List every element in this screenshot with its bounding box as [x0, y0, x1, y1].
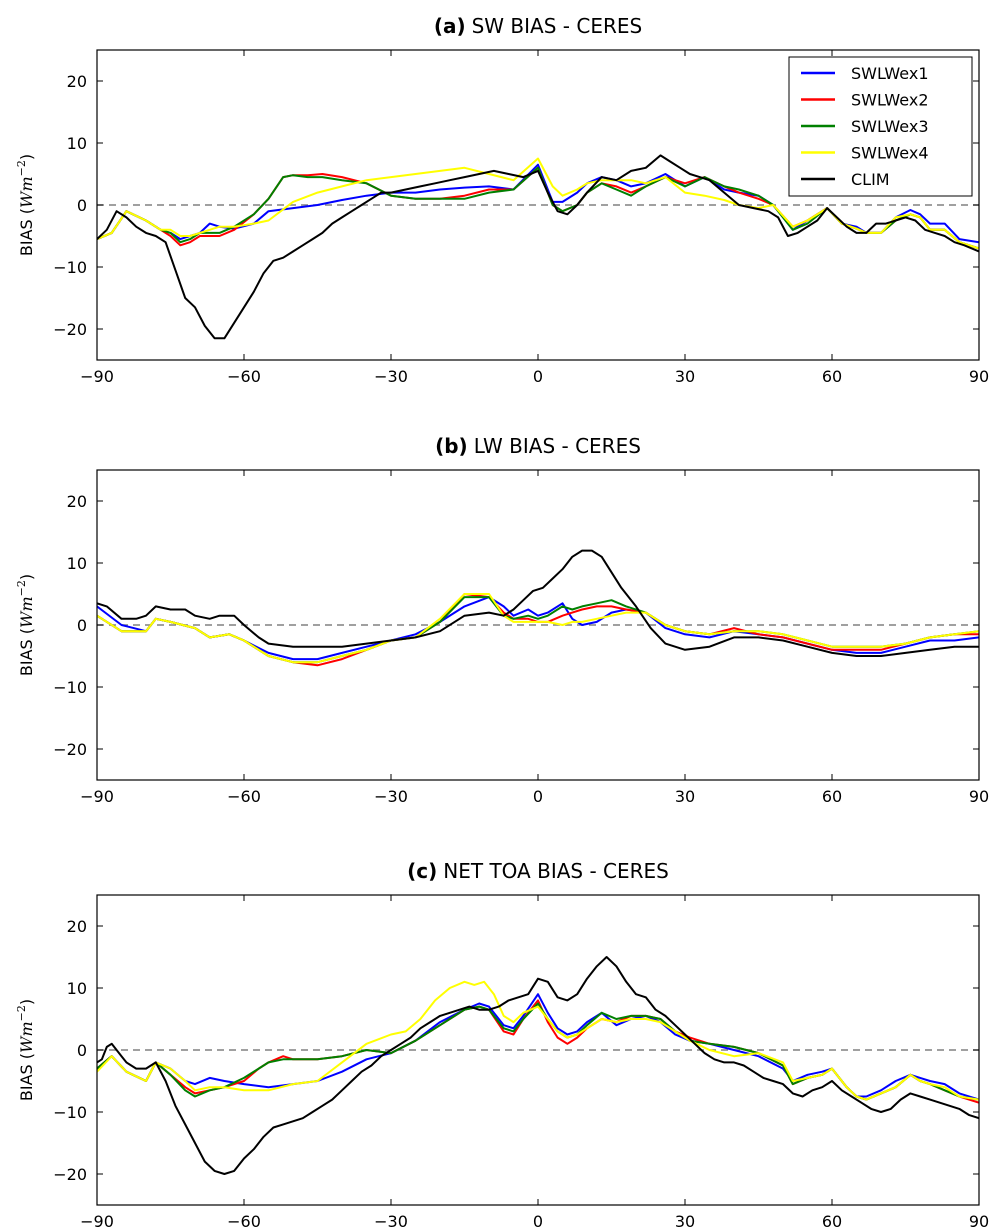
x-tick-label: 60: [822, 787, 842, 806]
y-axis-label-exponent: −2: [15, 160, 28, 176]
y-tick-label: 20: [67, 917, 87, 936]
panel-title: (c) NET TOA BIAS - CERES: [407, 859, 669, 883]
legend-label: CLIM: [851, 170, 890, 189]
panel-title-text: LW BIAS - CERES: [474, 434, 641, 458]
y-axis-label-exponent: −2: [15, 1005, 28, 1021]
y-tick-label: 10: [67, 979, 87, 998]
y-tick-label: 0: [77, 616, 87, 635]
series-line-clim: [97, 549, 979, 657]
y-axis-label-close: ): [17, 154, 36, 160]
series-line-swlwex4: [97, 593, 979, 664]
x-tick-label: −90: [80, 1212, 114, 1228]
x-tick-label: 60: [822, 367, 842, 386]
legend: SWLWex1 SWLWex2 SWLWex3 SWLWex4 CLIM: [788, 56, 973, 197]
x-tick-label: 90: [969, 367, 989, 386]
legend-label: SWLWex3: [851, 117, 929, 136]
y-axis-label-unit: Wm: [17, 176, 36, 208]
y-axis-label-close: ): [17, 999, 36, 1005]
y-axis-label-text: BIAS (: [17, 208, 36, 256]
x-tick-label: 30: [675, 1212, 695, 1228]
x-tick-label: −60: [227, 1212, 261, 1228]
x-tick-label: 30: [675, 787, 695, 806]
panel-title-letter: (a): [434, 14, 466, 38]
y-tick-label: −10: [53, 678, 87, 697]
x-tick-label: −90: [80, 787, 114, 806]
x-tick-label: −60: [227, 367, 261, 386]
y-axis-label-close: ): [17, 574, 36, 580]
x-tick-label: 90: [969, 787, 989, 806]
series-line-swlwex1: [97, 163, 979, 244]
y-axis-label-unit: Wm: [17, 596, 36, 628]
panel-2: (b) LW BIAS - CERES −90 −60 −30 0 30 60 90 20 10 0 −…: [15, 434, 989, 806]
panel-title-text: NET TOA BIAS - CERES: [443, 859, 669, 883]
y-tick-label: 10: [67, 554, 87, 573]
y-axis-label-exponent: −2: [15, 580, 28, 596]
series-line-swlwex4: [97, 980, 979, 1101]
x-tick-label: −30: [374, 367, 408, 386]
y-tick-label: −20: [53, 320, 87, 339]
panel-title: (b) LW BIAS - CERES: [435, 434, 641, 458]
series-line-clim: [97, 154, 979, 340]
panel-title-letter: (b): [435, 434, 468, 458]
x-tick-label: −30: [374, 1212, 408, 1228]
series-line-swlwex3: [97, 1002, 979, 1101]
legend-label: SWLWex2: [851, 91, 929, 110]
x-tick-label: 0: [533, 367, 543, 386]
series-group: [97, 549, 979, 667]
y-axis-label: BIAS (Wm−2): [15, 574, 36, 676]
panel-title: (a) SW BIAS - CERES: [434, 14, 642, 38]
x-tick-label: 90: [969, 1212, 989, 1228]
y-tick-label: 0: [77, 196, 87, 215]
y-axis-label-unit: Wm: [17, 1021, 36, 1053]
panel-title-text: SW BIAS - CERES: [472, 14, 643, 38]
series-group: [97, 154, 979, 340]
series-line-clim: [97, 956, 979, 1175]
series-line-swlwex4: [97, 157, 979, 250]
y-tick-label: 10: [67, 134, 87, 153]
y-axis-label-text: BIAS (: [17, 1053, 36, 1101]
y-tick-label: 0: [77, 1041, 87, 1060]
legend-label: SWLWex1: [851, 64, 929, 83]
series-group: [97, 956, 979, 1175]
y-tick-label: 20: [67, 492, 87, 511]
y-axis-label: BIAS (Wm−2): [15, 999, 36, 1101]
y-tick-label: 20: [67, 72, 87, 91]
x-tick-label: 60: [822, 1212, 842, 1228]
legend-label: SWLWex4: [851, 144, 929, 163]
y-tick-label: −10: [53, 258, 87, 277]
y-tick-label: −20: [53, 740, 87, 759]
y-axis-label-text: BIAS (: [17, 628, 36, 676]
x-tick-label: −90: [80, 367, 114, 386]
x-tick-label: 0: [533, 787, 543, 806]
y-axis-label: BIAS (Wm−2): [15, 154, 36, 256]
x-tick-label: 30: [675, 367, 695, 386]
y-tick-label: −10: [53, 1103, 87, 1122]
y-tick-label: −20: [53, 1165, 87, 1184]
x-tick-label: −60: [227, 787, 261, 806]
x-tick-label: −30: [374, 787, 408, 806]
panel-3: (c) NET TOA BIAS - CERES −90 −60 −30 0 30 60 90 2…: [15, 859, 989, 1228]
x-tick-label: 0: [533, 1212, 543, 1228]
panel-title-letter: (c): [407, 859, 437, 883]
panel-1: (a) SW BIAS - CERES −90 −60 −30 0 30 60 90 20 10 0 −…: [15, 14, 989, 386]
